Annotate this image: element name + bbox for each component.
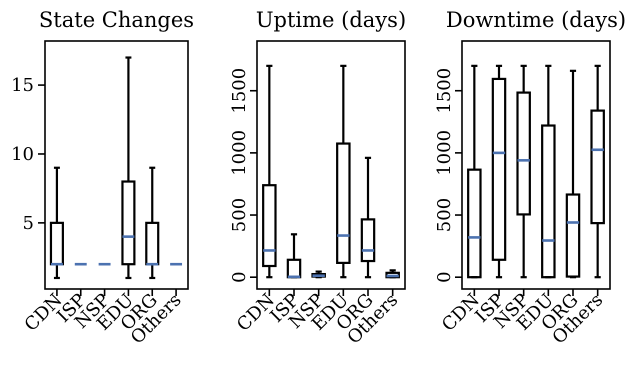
- box-nsp: [516, 64, 531, 279]
- iqr-box: [336, 142, 351, 264]
- y-tick-label: 10: [11, 144, 34, 165]
- box-org: [565, 69, 581, 279]
- iqr-box: [286, 258, 302, 279]
- iqr-box: [262, 184, 277, 268]
- y-tick-label: 1000: [434, 130, 455, 176]
- iqr-box: [590, 109, 605, 225]
- y-tick-label: 5: [23, 213, 34, 234]
- y-tick-label: 500: [229, 198, 250, 232]
- panel-title: Uptime (days): [256, 8, 406, 32]
- y-tick-label: 15: [11, 75, 34, 96]
- box-edu: [121, 56, 136, 280]
- box-cdn: [262, 64, 277, 279]
- y-tick-label: 0: [434, 271, 455, 282]
- box-nsp: [311, 270, 326, 279]
- iqr-box: [360, 218, 376, 263]
- panel-2: Uptime (days)050010001500CDNISPNSPEDUORG…: [229, 8, 406, 348]
- box-cdn: [49, 166, 64, 280]
- panel-3: Downtime (days)050010001500CDNISPNSPEDUO…: [434, 8, 626, 348]
- iqr-box: [491, 77, 507, 261]
- y-tick-label: 0: [229, 271, 250, 282]
- y-tick-label: 1500: [434, 68, 455, 114]
- box-isp: [286, 233, 302, 279]
- iqr-box: [516, 91, 531, 216]
- y-tick-label: 500: [434, 198, 455, 232]
- y-tick-label: 1000: [229, 130, 250, 176]
- box-isp: [491, 64, 507, 279]
- iqr-box: [121, 180, 136, 266]
- box-org: [360, 156, 376, 279]
- box-edu: [541, 64, 556, 279]
- iqr-box: [541, 124, 556, 279]
- box-others: [385, 269, 400, 279]
- panel-title: Downtime (days): [446, 8, 626, 32]
- iqr-box: [565, 193, 581, 278]
- iqr-box: [467, 168, 482, 279]
- box-others: [590, 64, 605, 279]
- iqr-box: [49, 221, 64, 266]
- box-org: [145, 166, 160, 280]
- panel-title: State Changes: [39, 8, 194, 32]
- plot-frame: [44, 40, 189, 290]
- plot-frame: [256, 40, 406, 290]
- y-tick-label: 1500: [229, 68, 250, 114]
- box-cdn: [467, 64, 482, 279]
- box-edu: [336, 64, 351, 279]
- plot-frame: [461, 40, 611, 290]
- iqr-box: [145, 221, 160, 266]
